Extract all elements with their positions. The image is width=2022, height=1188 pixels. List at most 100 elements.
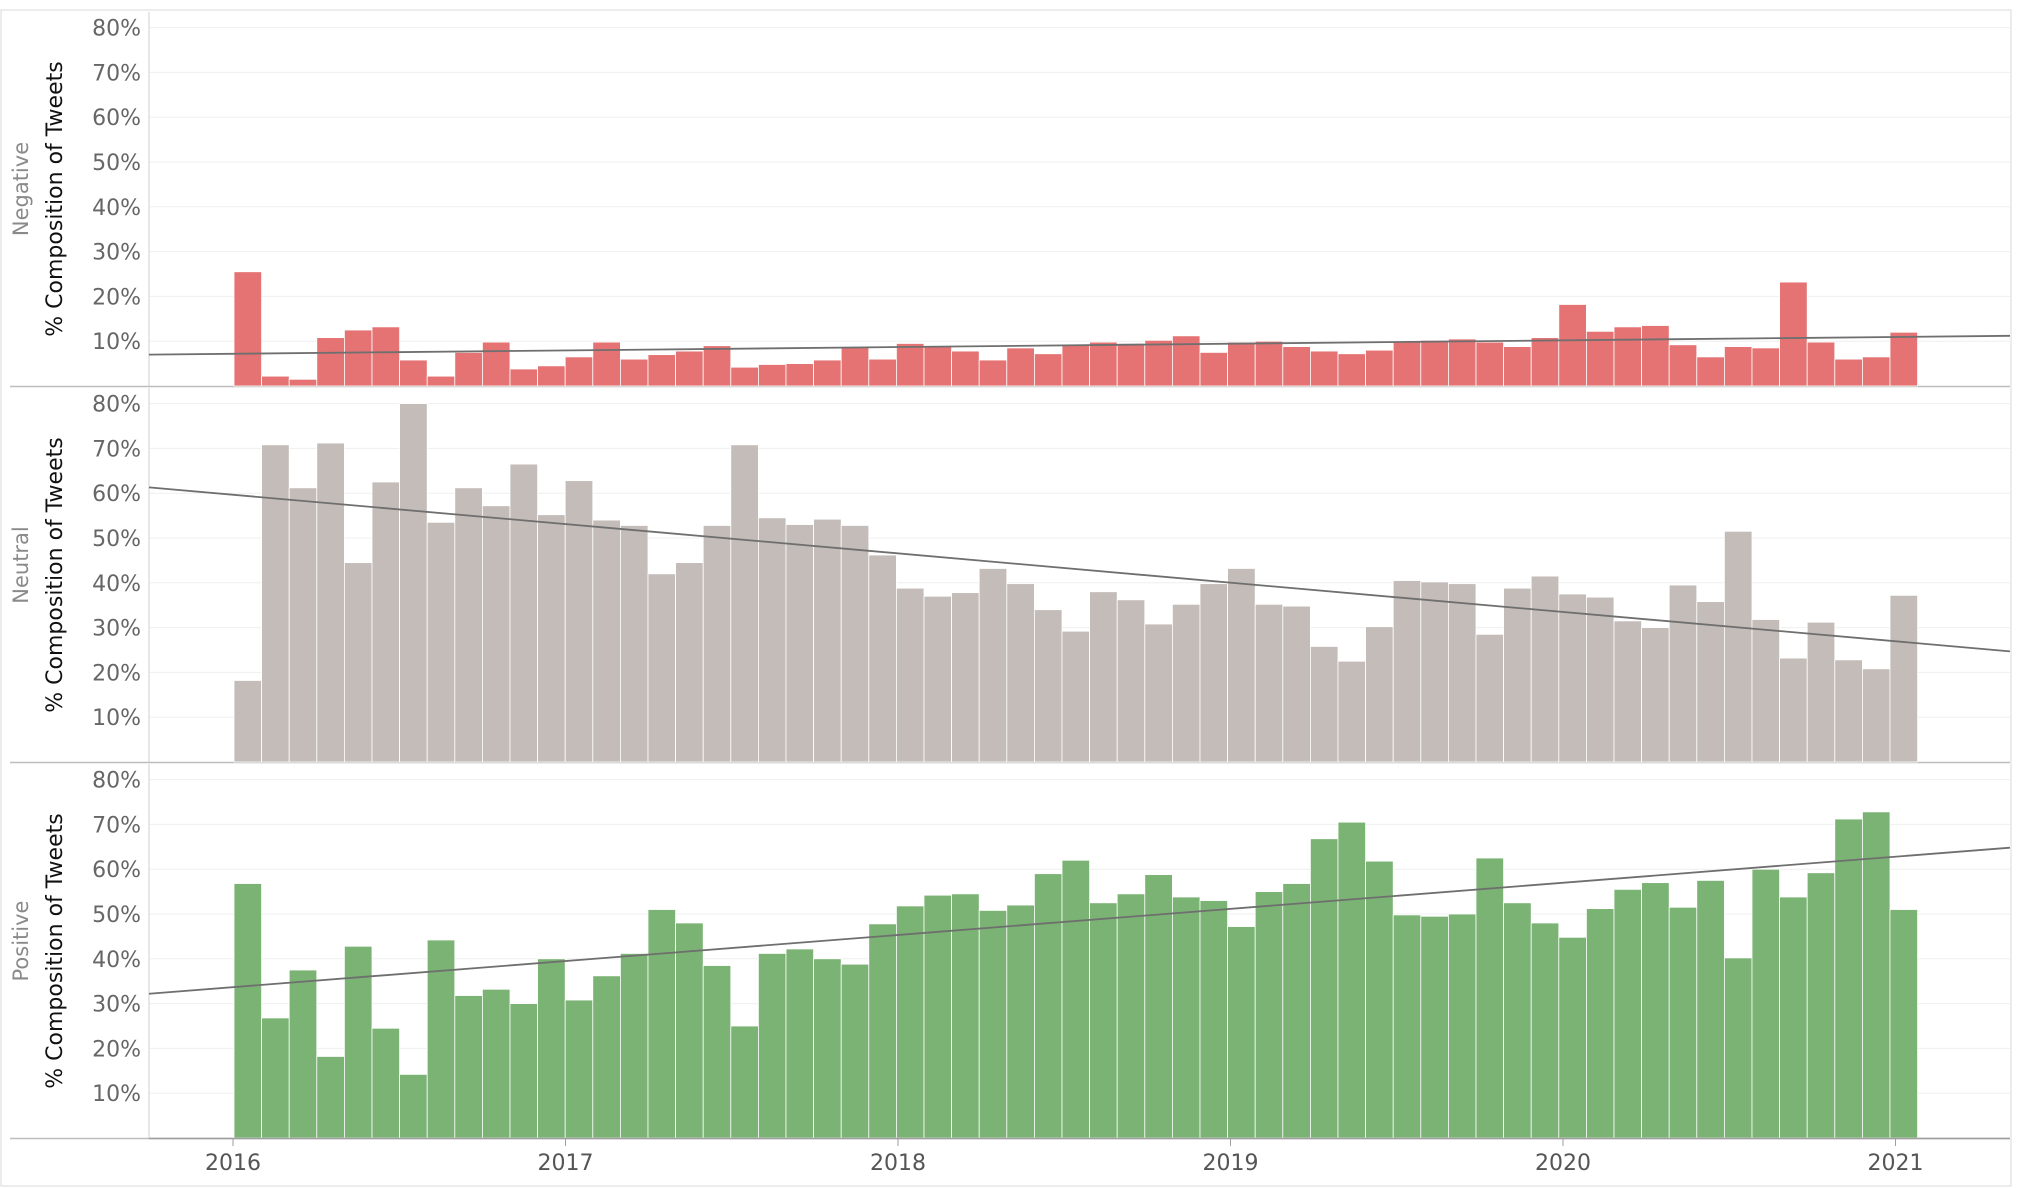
- bar: [233, 271, 263, 387]
- y-tick-label: 40%: [92, 572, 141, 597]
- bar: [1310, 646, 1339, 763]
- bar: [1806, 872, 1836, 1139]
- bar: [1337, 821, 1367, 1139]
- bar: [1420, 915, 1449, 1139]
- bar: [1006, 347, 1035, 387]
- y-tick-label: 60%: [92, 858, 141, 883]
- bar: [481, 988, 511, 1139]
- bar: [1061, 859, 1091, 1139]
- bar: [1282, 883, 1311, 1139]
- y-tick-label: 60%: [92, 106, 141, 131]
- bar: [288, 487, 318, 763]
- bar: [1586, 596, 1615, 763]
- bar: [564, 356, 594, 387]
- bar: [426, 521, 456, 763]
- bar: [1337, 353, 1367, 387]
- bar: [1227, 568, 1256, 763]
- bar: [1034, 609, 1063, 763]
- bar: [840, 525, 870, 763]
- bar: [813, 518, 842, 763]
- bar: [730, 366, 759, 387]
- bar: [1558, 593, 1587, 763]
- bar: [702, 345, 732, 387]
- bar: [840, 963, 870, 1139]
- x-tick-label: 2017: [538, 1151, 594, 1176]
- bar: [1006, 904, 1035, 1139]
- bar: [261, 444, 290, 763]
- bar: [454, 351, 483, 387]
- bar: [1172, 896, 1201, 1139]
- bar: [758, 517, 787, 763]
- trend-line: [148, 846, 2011, 995]
- bar: [785, 363, 815, 387]
- bar: [1779, 281, 1808, 387]
- bar: [758, 364, 787, 387]
- bar: [647, 354, 677, 387]
- bar: [1254, 340, 1284, 387]
- bar: [454, 995, 483, 1139]
- bar: [1530, 575, 1560, 763]
- bar: [1337, 660, 1367, 763]
- bar: [1199, 900, 1229, 1139]
- bar: [399, 359, 428, 387]
- panel-label: Positive: [9, 901, 33, 982]
- bar: [951, 350, 980, 387]
- bar: [316, 442, 345, 763]
- bar: [896, 343, 925, 387]
- bar: [481, 505, 511, 763]
- bar: [1365, 349, 1394, 387]
- bar: [868, 554, 897, 763]
- bar: [481, 341, 511, 387]
- bar: [896, 905, 925, 1139]
- bar: [1365, 626, 1394, 763]
- y-tick-label: 70%: [92, 61, 141, 86]
- bar: [1558, 936, 1587, 1139]
- y-tick-label: 50%: [92, 151, 141, 176]
- bar: [1172, 603, 1201, 763]
- y-tick-label: 50%: [92, 903, 141, 928]
- bar: [564, 999, 594, 1139]
- y-tick-label: 30%: [92, 617, 141, 642]
- bar: [1751, 347, 1781, 387]
- bar: [509, 1003, 539, 1139]
- bar: [840, 346, 870, 387]
- bar: [923, 595, 953, 763]
- bar: [1834, 358, 1863, 387]
- bar: [288, 378, 318, 387]
- bar: [1724, 346, 1753, 387]
- y-tick-label: 10%: [92, 330, 141, 355]
- bar: [1779, 657, 1808, 763]
- y-tick-label: 20%: [92, 661, 141, 686]
- bar: [1834, 659, 1863, 763]
- y-axis-title: % Composition of Tweets: [43, 61, 68, 336]
- y-tick-label: 80%: [92, 17, 141, 42]
- trend-line: [148, 486, 2011, 653]
- bar: [1806, 621, 1836, 763]
- bar: [951, 592, 980, 763]
- bar: [1392, 914, 1422, 1139]
- bar: [730, 1025, 759, 1139]
- bar: [371, 481, 401, 763]
- bar: [454, 487, 483, 763]
- bar: [675, 350, 704, 387]
- bar: [1254, 891, 1284, 1139]
- bar: [1144, 339, 1173, 387]
- bar: [1806, 341, 1836, 387]
- bar: [1116, 893, 1146, 1139]
- bar: [1227, 341, 1256, 387]
- bar: [288, 969, 318, 1139]
- x-tick-label: 2020: [1535, 1151, 1591, 1176]
- bar: [1420, 581, 1449, 763]
- bar: [1089, 902, 1118, 1139]
- chart-frame: [0, 9, 2012, 1187]
- bar: [592, 975, 621, 1139]
- y-tick-label: 40%: [92, 196, 141, 221]
- y-axis-title: % Composition of Tweets: [43, 437, 68, 712]
- bar: [978, 910, 1008, 1139]
- bar: [233, 680, 263, 763]
- bar: [1613, 888, 1643, 1139]
- y-tick-label: 20%: [92, 1037, 141, 1062]
- bar: [730, 444, 759, 763]
- bar: [1530, 337, 1560, 387]
- bar: [1751, 619, 1781, 763]
